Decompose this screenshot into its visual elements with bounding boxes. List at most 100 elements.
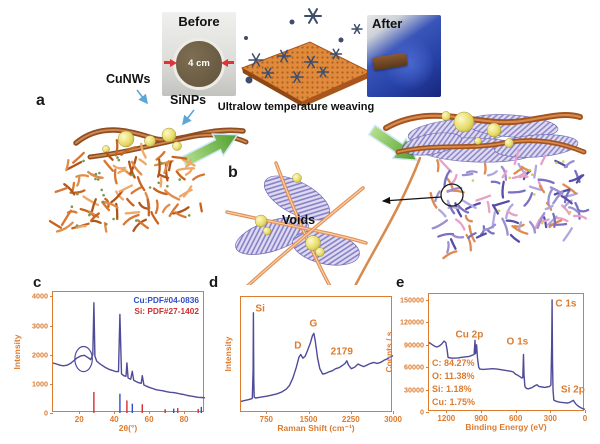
legend-si: Si: PDF#27-1402	[134, 306, 199, 316]
voids-schematic	[225, 161, 368, 285]
left-dimension-arrow	[164, 61, 170, 64]
diameter-label: 4 cm	[188, 58, 210, 69]
x-tick: 2250	[341, 415, 360, 424]
cunw-network-mat	[48, 138, 206, 233]
y-tick-mark	[426, 389, 429, 391]
x-tick: 600	[508, 414, 523, 423]
x-tick: 80	[179, 415, 189, 424]
process-label: Ultralow temperature weaving	[217, 101, 375, 113]
x-tick-mark	[481, 410, 482, 413]
xrd-chart: Cu:PDF#04-0836 Si: PDF#27-1402 2θ(°) Int…	[12, 291, 206, 433]
x-tick: 750	[259, 415, 274, 424]
peak-label-g: G	[309, 318, 318, 330]
left-dimension-arrowhead	[170, 58, 177, 67]
xps-chart: C: 84.27% O: 11.38% Si: 1.18% Cu: 1.75% …	[384, 293, 587, 432]
voids-label: Voids	[282, 213, 316, 227]
raman-chart: Raman Shift (cm⁻¹) Intensity 750 1500 2250…	[223, 296, 402, 433]
y-tick: 0	[44, 408, 48, 418]
panel-label-e: e	[396, 274, 405, 291]
snowflake-icons	[244, 8, 363, 84]
after-label: After	[372, 16, 403, 31]
x-tick-mark	[585, 410, 586, 413]
x-tick: 300	[543, 414, 558, 423]
x-tick-mark	[446, 410, 448, 413]
peak-label-si-2p: Si 2p	[560, 384, 585, 396]
xrd-xlabel: 2θ(°)	[118, 423, 138, 433]
composition-cu: Cu: 1.75%	[432, 397, 476, 407]
x-tick-mark	[308, 411, 310, 414]
right-dimension-arrowhead	[221, 58, 228, 67]
y-tick: 1000	[32, 379, 48, 389]
y-tick: 3000	[32, 321, 48, 331]
peak-label-si: Si	[255, 303, 265, 315]
peak-label-2179: 2179	[330, 346, 353, 358]
x-tick-mark	[350, 411, 352, 414]
schematic-illustration	[48, 8, 590, 285]
y-tick-mark	[426, 367, 429, 369]
y-tick-mark	[50, 296, 53, 298]
xrd-plot	[52, 302, 206, 413]
panel-label-d: d	[209, 274, 219, 291]
x-tick-mark	[184, 411, 186, 414]
y-tick: 150000	[400, 295, 424, 305]
panel-label-c: c	[33, 274, 42, 291]
xrd-legend: Cu:PDF#04-0836 Si: PDF#27-1402	[134, 295, 199, 317]
xps-plot	[428, 299, 586, 411]
y-tick-mark	[50, 383, 53, 385]
sinps-pointer-arrow	[182, 109, 195, 126]
y-tick: 4000	[32, 291, 48, 301]
y-tick-mark	[426, 344, 429, 346]
y-tick: 60000	[404, 362, 424, 372]
before-photo: Before 4 cm	[162, 12, 236, 96]
x-tick: 0	[582, 414, 588, 423]
peak-label-o-1s: O 1s	[506, 336, 529, 348]
y-tick-mark	[426, 322, 429, 324]
x-tick: 900	[474, 414, 488, 423]
y-tick: 90000	[404, 340, 424, 350]
x-tick-mark	[515, 410, 517, 413]
legend-cu: Cu:PDF#04-0836	[133, 295, 199, 305]
raman-xlabel: Raman Shift (cm⁻¹)	[277, 423, 355, 433]
panel-label-a: a	[36, 92, 45, 109]
woven-composite-schematic	[354, 111, 587, 285]
sinps-label: SiNPs	[170, 93, 207, 107]
before-label: Before	[178, 14, 220, 29]
xps-composition: C: 84.27% O: 11.38% Si: 1.18% Cu: 1.75%	[432, 357, 475, 409]
xps-ylabel: Counts / s	[384, 331, 394, 373]
x-tick: 1500	[299, 415, 318, 424]
xrd-ylabel: Intensity	[12, 334, 22, 369]
y-tick: 2000	[32, 350, 48, 360]
raman-ylabel: Intensity	[223, 336, 233, 372]
panel-label-b: b	[228, 164, 238, 181]
composite-mat	[429, 149, 590, 260]
x-tick: 1200	[437, 414, 456, 423]
x-tick-mark	[393, 411, 394, 414]
y-tick: 120000	[400, 317, 424, 327]
after-photo: After	[367, 15, 441, 97]
composition-si: Si: 1.18%	[432, 384, 472, 394]
peak-label-c-1s: C 1s	[555, 298, 577, 310]
right-dimension-arrow	[228, 61, 234, 64]
y-tick: 0	[420, 407, 424, 417]
zoom-pointer-arrow	[381, 196, 442, 205]
cunws-label: CuNWs	[106, 72, 151, 86]
x-tick: 60	[144, 415, 154, 424]
x-tick-mark	[114, 411, 116, 414]
y-tick-mark	[50, 354, 53, 356]
peak-label-cu-2p: Cu 2p	[455, 329, 484, 341]
weaving-sheet-schematic	[240, 41, 372, 107]
x-tick: 40	[109, 415, 119, 424]
x-tick-mark	[79, 411, 81, 414]
composition-c: C: 84.27%	[432, 358, 475, 368]
y-tick-mark	[50, 413, 53, 414]
y-tick-mark	[426, 299, 429, 301]
x-tick-mark	[149, 411, 151, 414]
x-tick-mark	[550, 410, 552, 413]
zoom-region-circle	[440, 183, 464, 207]
y-tick-mark	[50, 325, 53, 327]
y-tick: 30000	[404, 385, 424, 395]
x-tick: 20	[74, 415, 84, 424]
x-tick: 3000	[384, 415, 402, 424]
xps-xlabel: Binding Energy (eV)	[465, 422, 547, 432]
peak-label-d: D	[294, 340, 302, 351]
